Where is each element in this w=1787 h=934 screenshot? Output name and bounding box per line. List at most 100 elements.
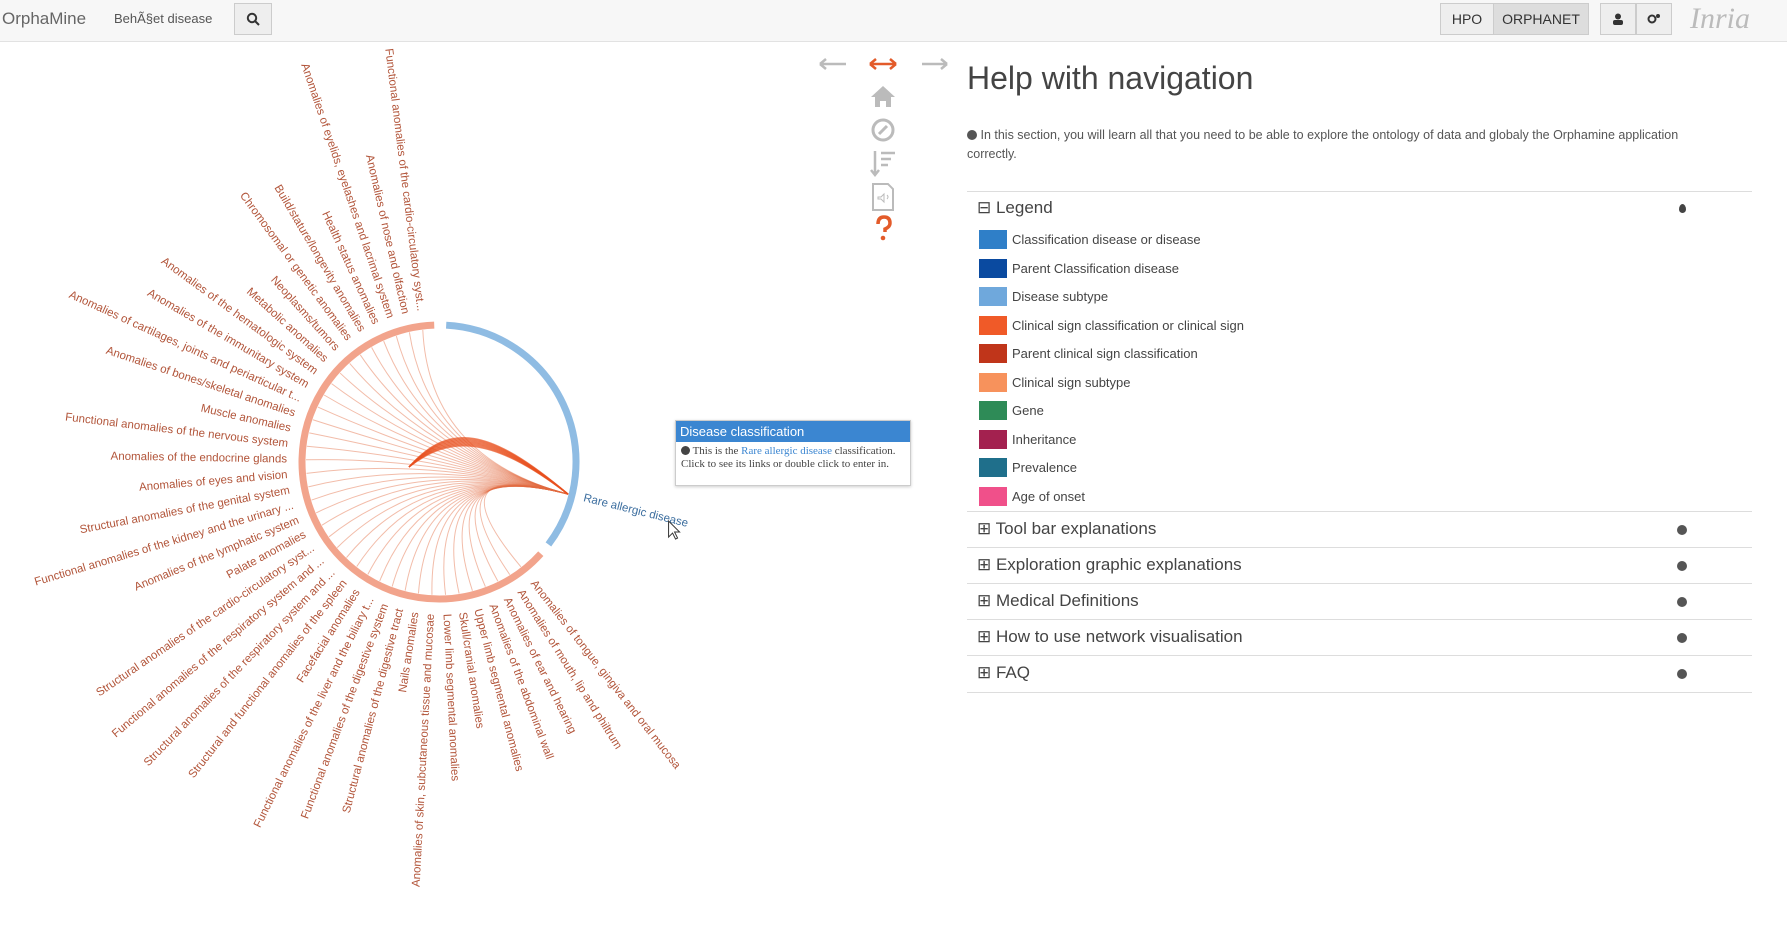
section-icon <box>1677 633 1687 643</box>
hpo-button[interactable]: HPO <box>1440 3 1494 35</box>
back-arrow <box>819 58 846 70</box>
brand[interactable]: OrphaMine <box>2 9 87 28</box>
section-icon <box>1677 525 1687 535</box>
toolbar-button[interactable] <box>871 86 895 107</box>
link <box>479 484 569 575</box>
link <box>309 432 569 495</box>
legend-swatch <box>979 429 1007 449</box>
tooltip-link[interactable]: Rare allergic disease <box>741 445 832 457</box>
section-label: How to use network visualisation <box>995 627 1243 646</box>
legend-item: Inheritance <box>979 429 1076 449</box>
link <box>336 482 569 548</box>
logo: Inria <box>1690 2 1750 35</box>
section-title: ⊞ How to use network visualisation <box>977 627 1243 647</box>
section-label: Tool bar explanations <box>995 519 1157 538</box>
link <box>483 484 569 568</box>
legend-label: Clinical sign classification or clinical… <box>1012 317 1244 333</box>
link <box>356 484 569 567</box>
info-icon <box>967 130 977 140</box>
tooltip-body: This is the Rare allergic disease classi… <box>676 442 910 474</box>
tooltip-title: Disease classification <box>676 421 910 442</box>
link <box>391 485 569 587</box>
legend-swatch <box>979 401 1007 420</box>
search-icon <box>246 12 260 26</box>
section-title: ⊞ FAQ <box>977 663 1030 683</box>
toolbar-button[interactable] <box>819 58 846 70</box>
settings-button[interactable] <box>1636 3 1672 35</box>
forward-arrow <box>922 58 948 70</box>
legend-item: Disease subtype <box>979 287 1108 306</box>
toolbar-button[interactable] <box>922 58 948 70</box>
legend-toggle[interactable]: ⊟ Legend <box>977 198 1053 217</box>
link <box>453 485 569 594</box>
legend-swatch <box>979 258 1007 278</box>
clinical-label: Anomalies of the endocrine glands <box>110 451 287 466</box>
link <box>379 485 569 582</box>
toolbar-button[interactable] <box>872 183 894 211</box>
section-icon <box>1677 597 1687 607</box>
legend-swatch <box>979 372 1007 392</box>
legend-swatch <box>979 315 1007 335</box>
link <box>404 485 569 591</box>
link <box>308 473 569 495</box>
legend-item: Age of onset <box>979 486 1085 506</box>
link <box>306 459 569 495</box>
link <box>431 485 569 595</box>
graph: Functional anomalies of the cardio-circu… <box>33 48 948 887</box>
legend-item: Clinical sign classification or clinical… <box>979 315 1244 335</box>
tooltip-text: classification. <box>834 445 896 457</box>
orphanet-button[interactable]: ORPHANET <box>1493 3 1589 35</box>
tooltip-text: Click to see its links or double click t… <box>681 458 890 470</box>
both-arrow <box>869 58 897 70</box>
toolbar-button[interactable] <box>870 151 895 178</box>
legend-item: Classification disease or disease <box>979 230 1201 249</box>
section-icon <box>1677 669 1687 679</box>
speaker <box>877 192 889 204</box>
link <box>315 478 569 514</box>
legend-icon <box>1679 204 1686 213</box>
search-button[interactable] <box>234 3 272 35</box>
link <box>395 335 569 495</box>
section-label: Exploration graphic explanations <box>995 555 1242 574</box>
clinical-label: Lower limb segmental anomalies <box>440 614 460 782</box>
toolbar-button[interactable] <box>869 58 897 70</box>
link <box>474 485 569 582</box>
legend-swatch <box>979 458 1007 477</box>
user-icon <box>1613 13 1623 25</box>
link <box>443 485 569 595</box>
compass-icon <box>871 118 895 142</box>
toolbar-button[interactable] <box>876 215 892 241</box>
expand-icon: ⊞ <box>977 519 996 538</box>
help-section[interactable]: ⊞ Medical Definitions <box>967 583 1752 620</box>
legend-swatch <box>979 287 1007 306</box>
section-title: ⊞ Exploration graphic explanations <box>977 555 1242 575</box>
legend-section: ⊟ Legend <box>967 191 1752 512</box>
clinical-arc <box>298 321 544 603</box>
link-bundle <box>408 445 569 495</box>
link <box>468 485 569 587</box>
help-title: Help with navigation <box>967 60 1254 96</box>
toolbar-button[interactable] <box>871 118 895 142</box>
help-dot <box>880 235 886 241</box>
info-icon <box>681 446 690 455</box>
sort-icon <box>870 151 895 178</box>
search-input[interactable]: BehÃ§et disease <box>114 11 213 26</box>
link <box>312 419 569 495</box>
link <box>328 481 569 538</box>
legend-label: Gene <box>1012 403 1044 418</box>
user-button[interactable] <box>1600 3 1636 35</box>
help-section[interactable]: ⊞ FAQ <box>967 655 1752 693</box>
settings-icon <box>1647 14 1660 24</box>
compass-needle <box>877 124 889 136</box>
navbar: OrphaMine BehÃ§et disease HPO ORPHANET I… <box>0 0 1787 42</box>
legend-item: Prevalence <box>979 458 1077 477</box>
help-section[interactable]: ⊞ Exploration graphic explanations <box>967 547 1752 584</box>
help-section[interactable]: ⊞ Tool bar explanations <box>967 511 1752 548</box>
expand-icon: ⊞ <box>977 627 996 646</box>
expand-icon: ⊞ <box>977 555 996 574</box>
help-section[interactable]: ⊞ How to use network visualisation <box>967 619 1752 656</box>
help-intro: In this section, you will learn all that… <box>967 126 1727 164</box>
legend-swatch <box>979 230 1007 249</box>
